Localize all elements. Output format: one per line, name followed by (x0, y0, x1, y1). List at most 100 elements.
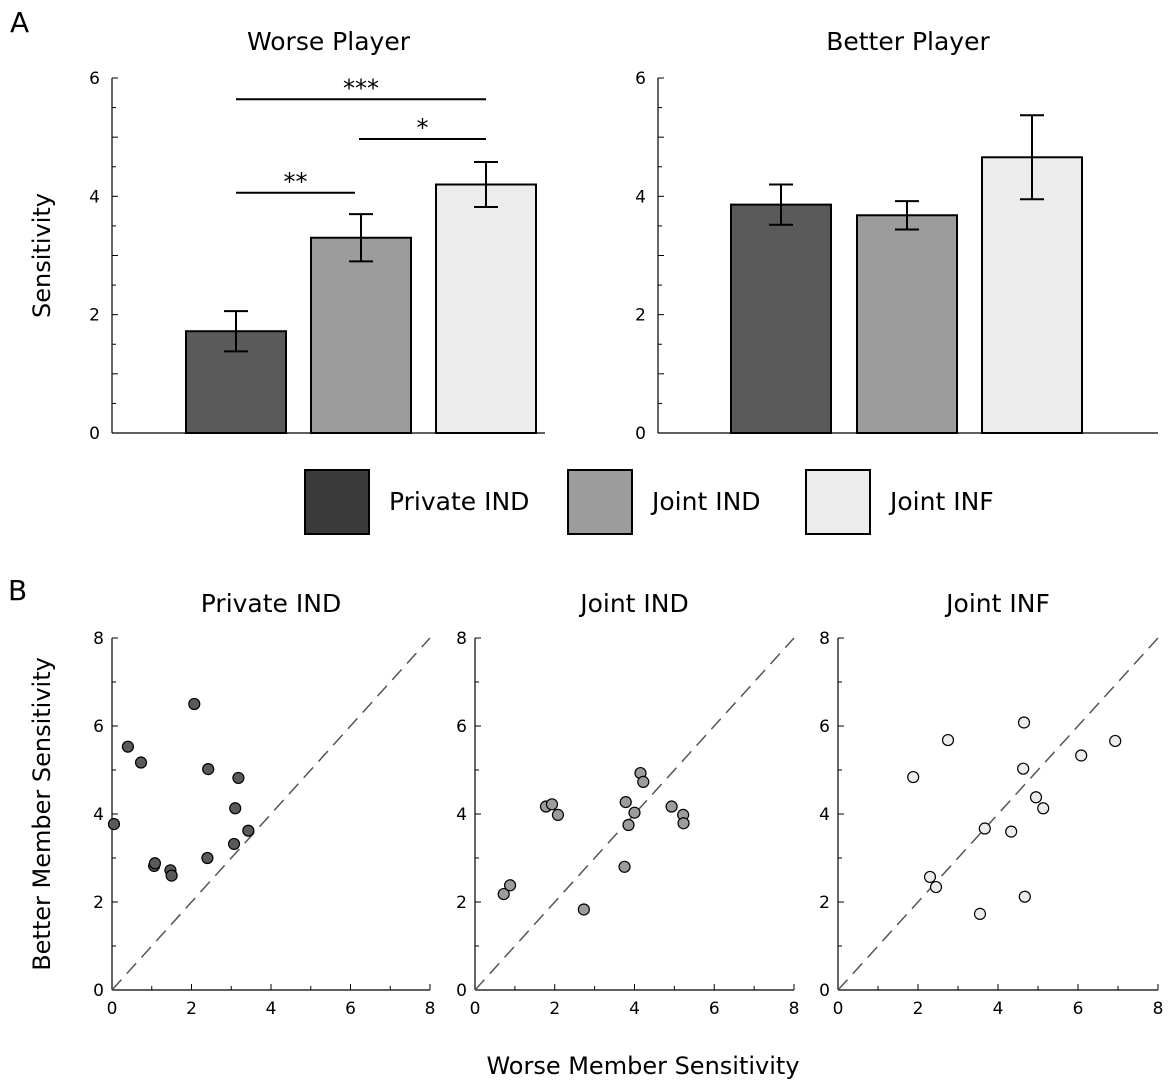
y-tick-label: 4 (819, 805, 830, 825)
scatter-point (619, 796, 632, 809)
y-tick-label: 8 (93, 629, 104, 649)
significance-label: * (417, 114, 429, 142)
scatter-point (1029, 791, 1043, 804)
legend-swatch (805, 469, 871, 535)
x-tick-label: 6 (345, 999, 356, 1019)
scatter-point (202, 763, 215, 776)
x-tick-label: 0 (107, 999, 118, 1019)
scatter-point (121, 740, 135, 753)
legend-label: Joint IND (650, 487, 761, 516)
shared-x-axis-label: Worse Member Sensitivity (486, 1052, 799, 1080)
x-tick-label: 8 (425, 999, 436, 1019)
chart-title: Joint IND (578, 589, 689, 618)
identity-line (837, 637, 1159, 991)
y-tick-label: 8 (819, 629, 830, 649)
x-tick-label: 8 (1153, 999, 1164, 1019)
scatter-point (232, 771, 245, 785)
scatter-point (923, 870, 937, 884)
joint-ind-scatter: Joint IND 0 2 4 6 8 0 2 4 6 8 (456, 589, 799, 1019)
scatter-point (545, 798, 559, 811)
y-tick-label: 0 (456, 981, 467, 1001)
y-tick-label: 2 (89, 306, 100, 326)
chart-title: Better Player (826, 27, 990, 56)
scatter-point (978, 822, 991, 835)
scatter-point (1075, 749, 1088, 762)
x-tick-label: 8 (789, 999, 800, 1019)
legend-swatch (304, 469, 370, 535)
scatter-point (929, 880, 943, 894)
y-tick-label: 6 (89, 69, 100, 89)
joint-inf-scatter: Joint INF 0 2 4 6 8 0 2 4 6 8 (819, 589, 1163, 1019)
x-tick-label: 0 (833, 999, 844, 1019)
chart-title: Worse Player (247, 27, 411, 56)
legend-swatch (567, 469, 633, 535)
scatter-point (188, 697, 201, 711)
y-tick-label: 6 (635, 69, 646, 89)
y-tick-label: 6 (819, 717, 830, 737)
private-ind-scatter: Private IND 0 2 4 6 8 0 2 4 6 8 Better Member Sensi… (28, 589, 435, 1019)
scatter-point (1109, 734, 1122, 748)
x-tick-label: 6 (1073, 999, 1084, 1019)
scatter-point (622, 818, 635, 832)
x-tick-label: 4 (266, 999, 277, 1019)
x-tick-label: 4 (993, 999, 1004, 1019)
chart-title: Private IND (201, 589, 341, 618)
y-tick-label: 2 (635, 306, 646, 326)
y-tick-label: 4 (456, 805, 467, 825)
y-tick-label: 0 (635, 424, 646, 444)
scatter-point (637, 775, 650, 788)
x-tick-label: 2 (186, 999, 197, 1019)
scatter-point (677, 817, 690, 830)
scatter-point (1005, 825, 1018, 838)
bar-private-ind (730, 203, 832, 434)
x-tick-label: 6 (709, 999, 720, 1019)
scatter-point (165, 869, 178, 882)
y-tick-label: 0 (819, 981, 830, 1001)
bar-joint-ind (856, 214, 958, 434)
scatter-point (1018, 890, 1031, 903)
scatter-point (665, 800, 678, 813)
scatter-point (907, 770, 920, 784)
panel-letter-a: A (10, 6, 29, 39)
identity-line (111, 637, 431, 991)
scatter-point (941, 733, 955, 747)
scatter-point (1037, 802, 1050, 815)
scatter-point (628, 806, 641, 819)
scatter-point (551, 808, 565, 821)
y-tick-label: 6 (93, 717, 104, 737)
scatter-point (503, 879, 517, 892)
y-tick-label: 4 (635, 187, 646, 207)
scatter-point (497, 887, 510, 901)
panel-letter-b: B (8, 574, 27, 607)
significance-label: *** (343, 74, 379, 102)
legend: Private IND Joint IND Joint INF (304, 469, 994, 535)
bar-joint-ind (310, 236, 412, 434)
scatter-point (242, 824, 255, 837)
scatter-point (201, 851, 214, 865)
scatter-point (618, 860, 631, 873)
y-axis-label: Better Member Sensitivity (28, 657, 56, 971)
legend-label: Joint INF (888, 487, 994, 516)
x-tick-label: 4 (629, 999, 640, 1019)
y-tick-label: 2 (93, 893, 104, 913)
scatter-point (973, 907, 987, 920)
scatter-point (1017, 762, 1030, 775)
x-tick-label: 2 (549, 999, 560, 1019)
x-tick-label: 2 (913, 999, 924, 1019)
identity-line (474, 637, 795, 991)
scatter-point (148, 857, 162, 870)
chart-title: Joint INF (944, 589, 1050, 618)
y-axis-label: Sensitivity (28, 193, 56, 318)
y-tick-label: 4 (93, 805, 104, 825)
scatter-point (134, 756, 148, 769)
y-tick-label: 6 (456, 717, 467, 737)
x-tick-label: 0 (470, 999, 481, 1019)
scatter-point (107, 818, 121, 831)
y-tick-label: 2 (819, 893, 830, 913)
scatter-point (577, 903, 590, 916)
y-tick-label: 0 (93, 981, 104, 1001)
better-player-bar-chart: Better Player 0 2 4 6 (635, 27, 1158, 444)
y-tick-label: 4 (89, 187, 100, 207)
